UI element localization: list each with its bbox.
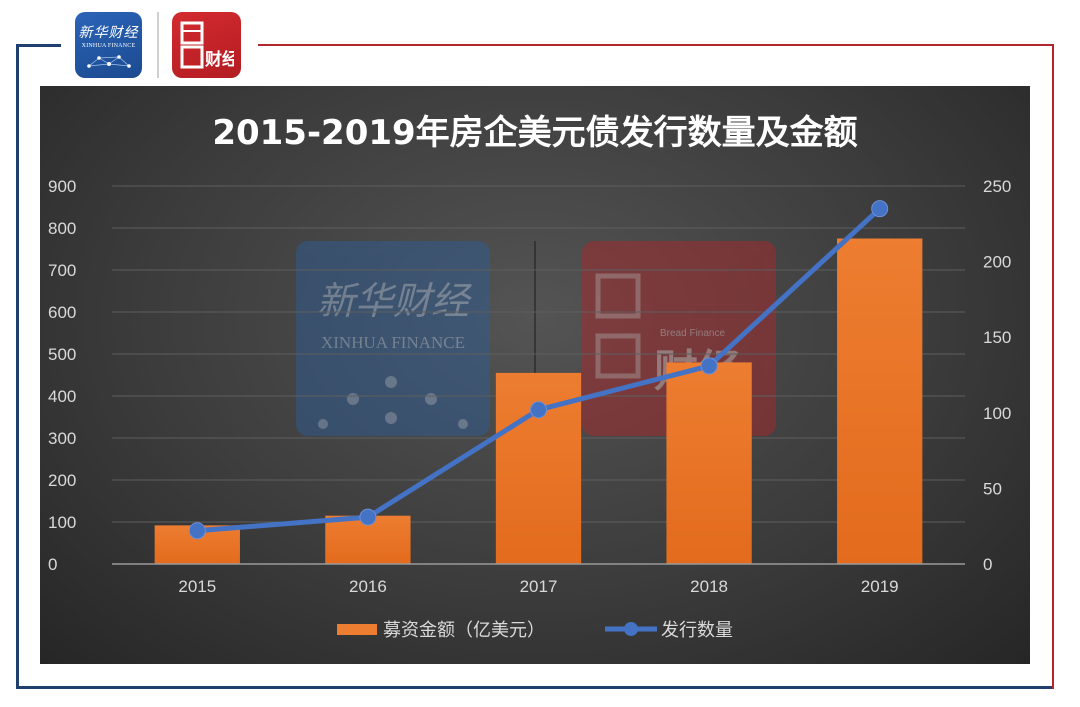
xinhua-watermark <box>296 241 490 436</box>
y-left-tick-label: 700 <box>48 261 76 280</box>
y-left-tick-label: 400 <box>48 387 76 406</box>
chart-title: 2015-2019年房企美元债发行数量及金额 <box>212 113 857 153</box>
x-tick-label: 2019 <box>861 577 899 596</box>
watermark-bread-square-bottom <box>595 333 641 379</box>
y-right-tick-label: 0 <box>983 555 992 574</box>
y-right-tick-label: 100 <box>983 404 1011 423</box>
x-tick-label: 2018 <box>690 577 728 596</box>
line-point-2018 <box>700 357 718 375</box>
y-right-tick-label: 50 <box>983 479 1002 498</box>
y-left-tick-label: 200 <box>48 471 76 490</box>
legend-line-label: 发行数量 <box>661 620 733 641</box>
y-left-tick-label: 500 <box>48 345 76 364</box>
watermark-bread-square-top <box>595 273 641 319</box>
y-left-tick-label: 600 <box>48 303 76 322</box>
x-tick-label: 2016 <box>349 577 387 596</box>
x-tick-label: 2015 <box>178 577 216 596</box>
y-left-tick-label: 0 <box>48 555 57 574</box>
frame-left-line <box>16 44 19 689</box>
line-point-2019 <box>871 200 889 218</box>
y-left-tick-label: 100 <box>48 513 76 532</box>
x-tick-label: 2017 <box>520 577 558 596</box>
frame-top-right-line <box>258 44 1054 46</box>
frame-bottom-line <box>16 686 1054 689</box>
frame-right-line <box>1052 44 1054 689</box>
watermark-xinhua-en: XINHUA FINANCE <box>321 333 465 352</box>
y-right-tick-label: 200 <box>983 253 1011 272</box>
y-left-tick-label: 800 <box>48 219 76 238</box>
line-series <box>188 200 889 540</box>
bread-finance-logo: 财经 <box>172 12 241 78</box>
axes: 2015 2016 2017 2018 201901002003004005006007… <box>48 177 1011 596</box>
y-left-tick-label: 300 <box>48 429 76 448</box>
xinhua-logo-cn: 新华财经 <box>78 25 139 41</box>
line-point-2015 <box>188 522 206 540</box>
chart-panel: 新华财经 XINHUA FINANCE Bread Finance 财经 201… <box>40 86 1030 664</box>
bread-logo-mark-icon: 财经 <box>180 21 234 70</box>
legend-line-marker <box>624 622 638 636</box>
legend: 募资金额（亿美元） 发行数量 <box>337 620 733 641</box>
bar-series <box>154 238 923 564</box>
legend-bar-label: 募资金额（亿美元） <box>383 620 545 641</box>
bar-2019 <box>837 238 923 564</box>
network-icon <box>87 55 131 68</box>
bar-2018 <box>666 362 752 564</box>
xinhua-logo-en: XINHUA FINANCE <box>81 43 136 49</box>
y-right-tick-label: 150 <box>983 328 1011 347</box>
bread-logo-cn: 财经 <box>204 49 234 70</box>
line-point-2017 <box>530 401 547 419</box>
logo-divider <box>157 12 159 78</box>
frame-top-left-line <box>16 44 61 47</box>
watermark-xinhua-cn: 新华财经 <box>317 279 473 323</box>
combo-chart: 新华财经 XINHUA FINANCE Bread Finance 财经 201… <box>48 113 1011 641</box>
y-right-tick-label: 250 <box>983 177 1011 196</box>
legend-bar-swatch <box>337 624 377 635</box>
y-left-tick-label: 900 <box>48 177 76 196</box>
xinhua-finance-logo: 新华财经 XINHUA FINANCE <box>75 12 142 78</box>
line-point-2016 <box>359 508 377 526</box>
watermark-bread-en: Bread Finance <box>660 328 725 339</box>
